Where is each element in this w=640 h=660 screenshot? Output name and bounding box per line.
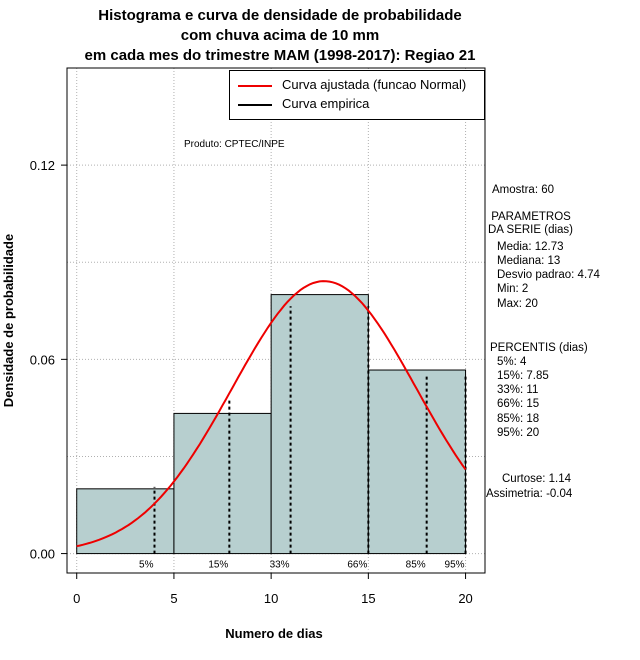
x-axis-label: Numero de dias bbox=[225, 626, 323, 641]
chart-title-line-2: com chuva acima de 10 mm bbox=[180, 27, 380, 44]
x-tick-label: 15 bbox=[361, 591, 375, 606]
x-tick-label: 0 bbox=[73, 591, 80, 606]
histogram-bar bbox=[270, 294, 369, 555]
normal-fit-curve bbox=[76, 280, 467, 548]
param-median: Mediana: 13 bbox=[497, 255, 561, 267]
percentile-label: 66% bbox=[347, 560, 367, 571]
params-header: PARAMETROS DA SERIE (dias) bbox=[488, 211, 573, 236]
legend-empirical-label: Curva empirica bbox=[282, 96, 370, 111]
param-min: Min: 2 bbox=[497, 283, 529, 295]
chart-title-line-1: Histograma e curva de densidade de proba… bbox=[98, 7, 462, 24]
histogram-bar bbox=[367, 369, 467, 555]
percentile-label: 95% bbox=[445, 560, 465, 571]
percentile-66: 66%: 15 bbox=[497, 398, 540, 410]
x-tick-label: 5 bbox=[170, 591, 177, 606]
percentile-label: 33% bbox=[270, 560, 290, 571]
chart-title-line-3: em cada mes do trimestre MAM (1998-2017)… bbox=[84, 47, 476, 64]
sample-size: Amostra: 60 bbox=[492, 184, 554, 196]
param-mean: Media: 12.73 bbox=[497, 241, 564, 253]
kurtosis: Curtose: 1.14 bbox=[502, 473, 572, 485]
percentile-33: 33%: 11 bbox=[497, 384, 539, 396]
percentile-85: 85%: 18 bbox=[497, 413, 540, 425]
y-tick-label: 0.06 bbox=[30, 352, 55, 367]
param-max: Max: 20 bbox=[497, 298, 538, 310]
y-tick-label: 0.12 bbox=[30, 158, 55, 173]
percentiles-header: PERCENTIS (dias) bbox=[490, 342, 588, 354]
percentile-label: 15% bbox=[208, 560, 228, 571]
percentile-95: 95%: 20 bbox=[497, 427, 540, 439]
legend-empirical-swatch bbox=[238, 103, 272, 106]
plot-frame bbox=[66, 67, 486, 574]
x-tick-label: 20 bbox=[458, 591, 472, 606]
legend: Curva ajustada (funcao Normal) Curva emp… bbox=[229, 70, 485, 120]
percentile-label: 85% bbox=[406, 560, 426, 571]
legend-fit-swatch bbox=[238, 84, 272, 87]
product-label: Produto: CPTEC/INPE bbox=[184, 139, 285, 150]
legend-item-fit: Curva ajustada (funcao Normal) bbox=[238, 77, 466, 92]
y-axis-label: Densidade de probabilidade bbox=[1, 234, 16, 407]
histogram-bar bbox=[173, 412, 272, 555]
percentile-15: 15%: 7.85 bbox=[497, 370, 549, 382]
percentile-5: 5%: 4 bbox=[497, 356, 527, 368]
x-tick-label: 10 bbox=[264, 591, 278, 606]
skewness: Assimetria: -0.04 bbox=[486, 488, 573, 500]
legend-fit-label: Curva ajustada (funcao Normal) bbox=[282, 77, 467, 92]
legend-item-empirical: Curva empirica bbox=[238, 96, 369, 111]
y-tick-label: 0.00 bbox=[30, 547, 55, 562]
param-sd: Desvio padrao: 4.74 bbox=[497, 269, 600, 281]
percentile-label: 5% bbox=[139, 560, 154, 571]
